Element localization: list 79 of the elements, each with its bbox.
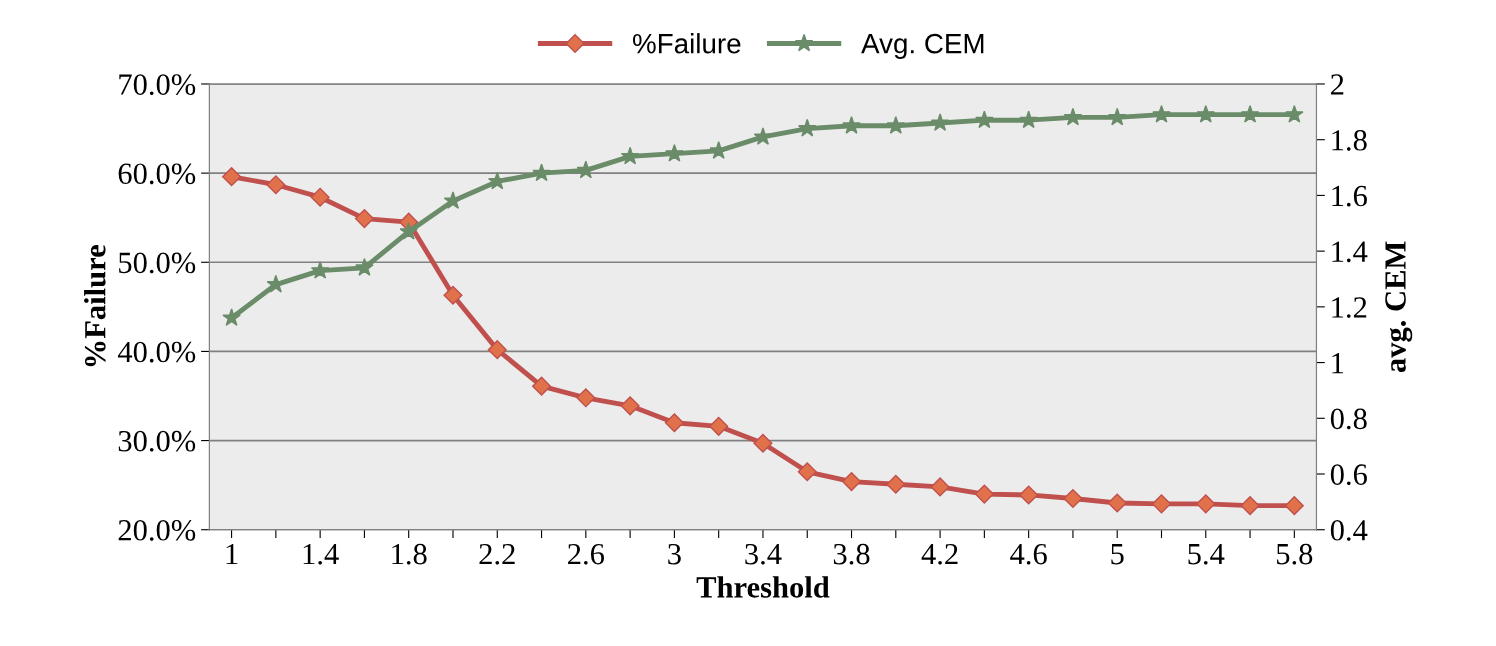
- point: [753, 433, 773, 453]
- y-tick-label: 20.0%: [118, 520, 196, 541]
- y-tick-label: 50.0%: [119, 252, 196, 274]
- x-tick-label: 1: [226, 543, 238, 565]
- point: [930, 477, 950, 497]
- point: [1063, 107, 1083, 126]
- legend-label: Avg. CEM: [861, 33, 984, 59]
- y-tick-label: 60.0%: [118, 163, 196, 185]
- point: [1240, 104, 1260, 123]
- point: [576, 388, 596, 408]
- point: [443, 191, 463, 209]
- y-tick-label: 70.0%: [119, 74, 196, 96]
- x-axis-title: Threshold: [696, 576, 830, 598]
- x-tick-label: 2.2: [479, 543, 515, 565]
- x-tick-label: 2.6: [568, 543, 605, 565]
- point: [443, 285, 463, 305]
- point: [310, 187, 330, 207]
- point: [222, 308, 241, 326]
- point: [886, 474, 906, 494]
- point: [310, 260, 330, 279]
- y2-tick-label: 1: [1332, 353, 1344, 374]
- point: [797, 118, 817, 137]
- y2-tick-label: 1.6: [1332, 185, 1367, 207]
- point: [1151, 494, 1172, 514]
- point: [842, 116, 861, 134]
- x-tick-label: 5: [1111, 544, 1124, 565]
- y2-tick-label: 0.6: [1330, 464, 1367, 486]
- x-tick-label: 4.2: [921, 543, 958, 565]
- x-tick-label: 5.8: [1277, 543, 1313, 565]
- y2-tick-label: 1.2: [1332, 297, 1367, 318]
- x-tick-label: 4.6: [1010, 543, 1047, 565]
- point: [664, 413, 684, 433]
- y2-tick-label: 0.4: [1330, 520, 1368, 541]
- y2-tick-label: 2: [1331, 74, 1344, 95]
- point: [354, 209, 374, 229]
- point: [222, 167, 242, 187]
- point: [975, 110, 994, 129]
- point: [620, 396, 640, 416]
- point: [399, 221, 418, 240]
- point: [1196, 104, 1216, 123]
- x-tick-label: 1.4: [303, 543, 339, 565]
- point: [1107, 107, 1127, 126]
- x-tick-label: 3.8: [833, 543, 870, 565]
- point: [1284, 496, 1304, 516]
- y-tick-label: 30.0%: [118, 430, 196, 452]
- point: [709, 416, 729, 436]
- point: [886, 116, 906, 134]
- point: [1019, 485, 1039, 505]
- y2-tick-label: 1.4: [1332, 241, 1368, 263]
- point: [1196, 494, 1216, 514]
- point: [753, 127, 773, 145]
- point: [1240, 496, 1260, 516]
- point: [1285, 104, 1304, 123]
- point: [930, 113, 950, 131]
- point: [665, 143, 684, 162]
- point: [487, 171, 507, 190]
- point: [620, 146, 640, 165]
- point: [974, 484, 994, 504]
- legend-label: %Failure: [632, 33, 741, 54]
- x-tick-label: 3.4: [745, 543, 782, 565]
- point: [487, 340, 507, 360]
- y2-tick-label: 1.8: [1332, 129, 1367, 151]
- point: [266, 175, 286, 195]
- point: [841, 472, 862, 492]
- y2-axis-title: avg. CEM: [1385, 241, 1413, 373]
- point: [1107, 493, 1127, 513]
- point: [355, 258, 374, 276]
- point: [1152, 104, 1171, 123]
- y-tick-label: 40.0%: [117, 341, 196, 363]
- point: [532, 163, 551, 182]
- x-tick-label: 3: [668, 543, 681, 565]
- point: [532, 376, 552, 396]
- y-axis-title: %Failure: [84, 245, 106, 367]
- x-tick-label: 1.8: [392, 543, 427, 565]
- point: [1019, 110, 1038, 129]
- point: [1063, 488, 1083, 509]
- y2-tick-label: 0.8: [1330, 408, 1367, 430]
- point: [797, 462, 817, 482]
- x-tick-label: 5.4: [1188, 544, 1225, 565]
